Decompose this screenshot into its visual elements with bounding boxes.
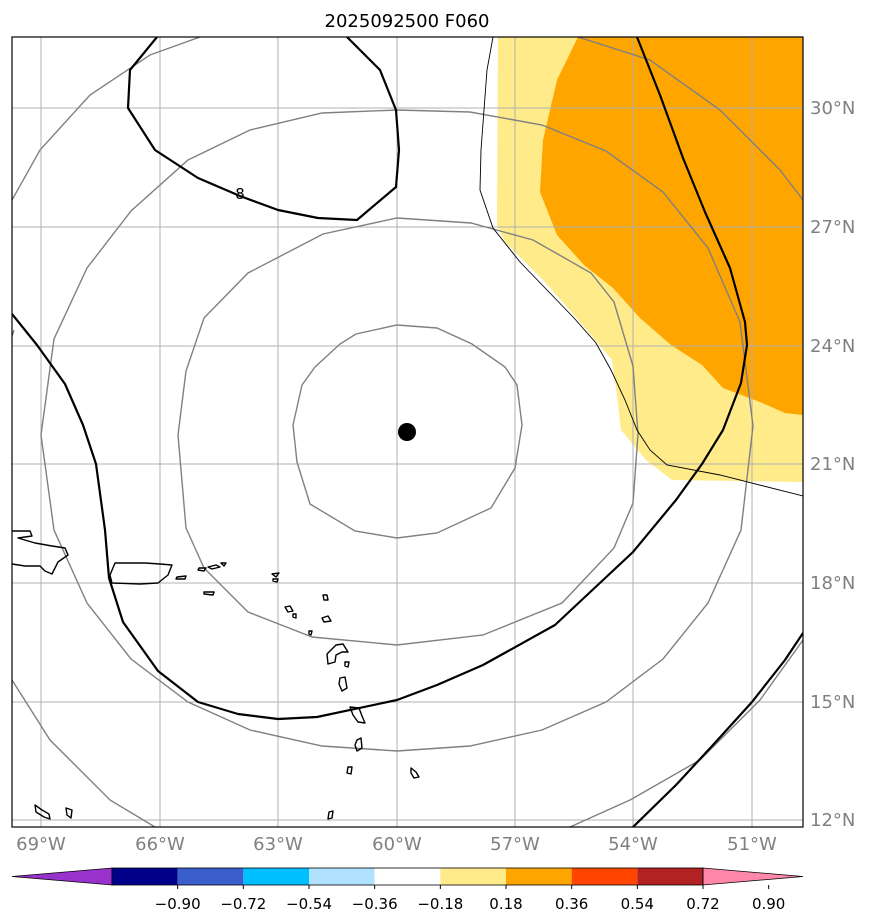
colorbar-segment bbox=[309, 868, 375, 885]
colorbar-tick-label: −0.54 bbox=[286, 895, 332, 913]
colorbar-segment bbox=[440, 868, 506, 885]
x-tick-label: 51°W bbox=[727, 834, 777, 855]
colorbar-segment bbox=[374, 868, 441, 885]
island-vieques bbox=[175, 575, 187, 580]
y-tick-label: 18°N bbox=[810, 573, 855, 594]
x-tick-label: 66°W bbox=[135, 834, 185, 855]
colorbar-tick-label: −0.72 bbox=[220, 895, 266, 913]
colorbar-frame bbox=[111, 867, 704, 886]
island-antigua bbox=[321, 615, 332, 623]
orange-shading bbox=[540, 37, 803, 415]
colorbar-segment bbox=[243, 868, 309, 885]
island-anguilla bbox=[271, 572, 280, 578]
island-guadeloupe bbox=[326, 643, 349, 665]
island-barbados bbox=[410, 767, 420, 779]
island-virgin-3 bbox=[220, 562, 227, 567]
contour-main bbox=[12, 37, 749, 721]
map-frame bbox=[11, 36, 804, 828]
island-curacao bbox=[34, 804, 51, 820]
colorbar-tick-label: −0.90 bbox=[155, 895, 201, 913]
colorbar-tick-label: 0.36 bbox=[555, 895, 588, 913]
boundary-line bbox=[479, 37, 803, 497]
island-puerto-rico bbox=[109, 562, 173, 585]
island-hispaniola bbox=[12, 530, 69, 575]
colorbar-extend-high bbox=[702, 867, 804, 886]
colorbar-tick-label: −0.18 bbox=[417, 895, 463, 913]
y-tick-label: 15°N bbox=[810, 692, 855, 713]
island-st-kitts bbox=[284, 605, 294, 613]
colorbar-tick-label: 0.54 bbox=[621, 895, 654, 913]
island-virgin-2 bbox=[207, 564, 221, 570]
island-grenada bbox=[327, 810, 334, 820]
range-rings bbox=[12, 37, 803, 827]
colorbar-segment bbox=[637, 868, 703, 885]
y-tick-label: 21°N bbox=[810, 454, 855, 475]
x-tick-label: 60°W bbox=[372, 834, 422, 855]
island-virgin-1 bbox=[197, 567, 207, 572]
island-st-lucia bbox=[354, 737, 363, 752]
x-tick-label: 54°W bbox=[608, 834, 658, 855]
x-tick-label: 57°W bbox=[490, 834, 540, 855]
x-tick-label: 69°W bbox=[16, 834, 66, 855]
island-barbuda bbox=[322, 594, 329, 601]
colorbar-tick-label: 0.90 bbox=[752, 895, 785, 913]
island-nevis bbox=[292, 613, 297, 619]
contour-lower bbox=[632, 632, 803, 827]
colorbar-segment bbox=[571, 868, 638, 885]
island-dominica bbox=[338, 676, 348, 692]
island-bonaire bbox=[65, 807, 73, 819]
island-martinique bbox=[349, 706, 366, 724]
colorbar: −0.90 −0.72 −0.54 −0.36 −0.18 0.18 0.36 0.54 0.7… bbox=[11, 867, 804, 913]
island-st-martin bbox=[272, 578, 279, 583]
island-montserrat bbox=[308, 630, 313, 636]
y-tick-label: 30°N bbox=[810, 98, 855, 119]
contour-label: 8 bbox=[235, 185, 245, 203]
colorbar-tick-label: 0.72 bbox=[686, 895, 719, 913]
y-tick-label: 12°N bbox=[810, 810, 855, 831]
island-st-croix bbox=[203, 591, 215, 596]
y-tick-label: 24°N bbox=[810, 336, 855, 357]
y-axis-labels: 30°N 27°N 24°N 21°N 18°N 15°N 12°N bbox=[810, 98, 855, 831]
colorbar-tick-label: 0.18 bbox=[489, 895, 522, 913]
colorbar-segment bbox=[177, 868, 244, 885]
colorbar-extend-low bbox=[11, 867, 113, 886]
x-tick-label: 63°W bbox=[253, 834, 303, 855]
colorbar-tick-label: −0.36 bbox=[352, 895, 398, 913]
contour-upper bbox=[126, 37, 401, 222]
island-st-vincent bbox=[346, 766, 353, 775]
storm-center-marker bbox=[398, 423, 416, 441]
colorbar-segment bbox=[506, 868, 572, 885]
colorbar-segment bbox=[112, 868, 178, 885]
island-marie-galante bbox=[344, 661, 350, 668]
x-axis-labels: 69°W 66°W 63°W 60°W 57°W 54°W 51°W bbox=[16, 834, 777, 855]
y-tick-label: 27°N bbox=[810, 217, 855, 238]
coastlines bbox=[12, 530, 420, 820]
gridlines bbox=[12, 37, 803, 827]
map-title: 2025092500 F060 bbox=[325, 11, 490, 32]
map-area: 8 bbox=[12, 37, 803, 827]
